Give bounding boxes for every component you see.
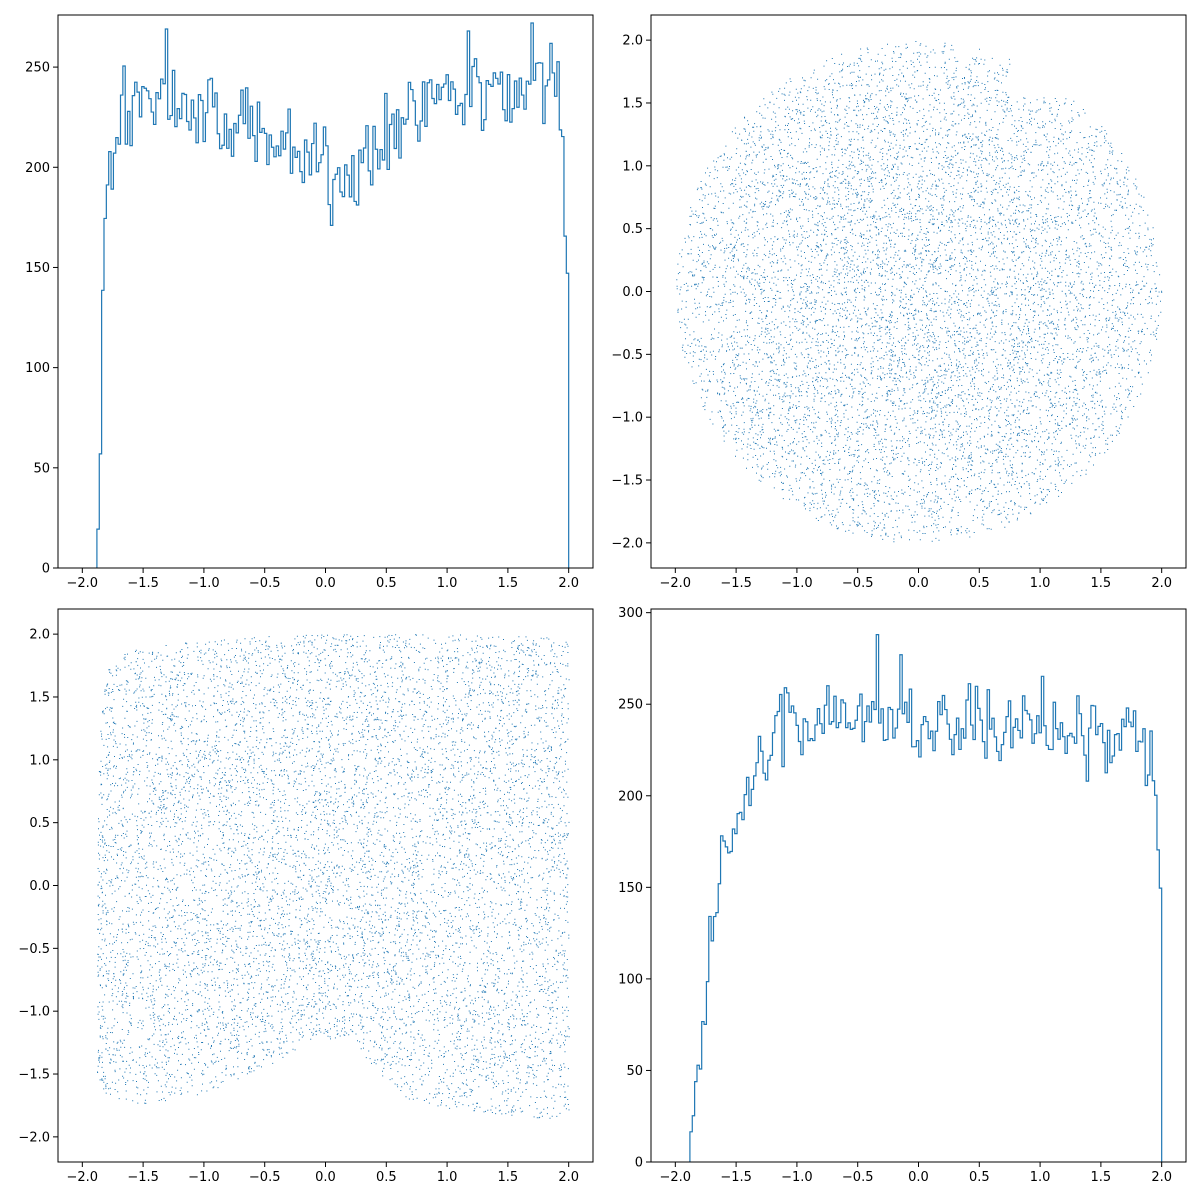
- x-tick-label: 0.5: [969, 1170, 990, 1185]
- x-tick-label: 1.0: [437, 576, 458, 591]
- scatter-points: [676, 41, 1163, 543]
- x-tick-label: 2.0: [558, 1170, 579, 1185]
- x-tick-label: 1.5: [1091, 1170, 1112, 1185]
- y-tick-label: 0.0: [29, 879, 50, 894]
- x-tick-label: 0.5: [376, 1170, 397, 1185]
- y-tick-label: 200: [25, 161, 50, 176]
- y-tick-label: 250: [25, 61, 50, 76]
- x-tick-label: 1.5: [1091, 576, 1112, 591]
- x-tick-label: 0.0: [315, 576, 336, 591]
- y-tick-label: 1.5: [29, 690, 50, 705]
- y-tick-label: 0.5: [29, 816, 50, 831]
- x-tick-label: −1.5: [720, 1170, 752, 1185]
- x-tick-label: −1.0: [188, 1170, 220, 1185]
- x-tick-label: −0.5: [249, 1170, 281, 1185]
- y-tick-label: 0.5: [622, 222, 643, 237]
- chart-bottom-right: −2.0 −1.5 −1.0 −0.5 0.0 0.5 1.0 1.5 2.0 0 50 100 150…: [618, 606, 1187, 1185]
- y-tick-label: 2.0: [622, 34, 643, 49]
- y-tick-label: 100: [618, 972, 643, 987]
- x-tick-label: −1.0: [781, 576, 813, 591]
- x-tick-label: −0.5: [842, 576, 874, 591]
- x-tick-label: −1.5: [127, 576, 159, 591]
- y-tick-label: 150: [618, 881, 643, 896]
- y-tick-label: 0: [635, 1156, 643, 1171]
- y-tick-label: 0.0: [622, 285, 643, 300]
- histogram-step-line: [96, 22, 570, 568]
- y-tick-label: 0: [42, 562, 50, 577]
- y-tick-label: −2.0: [18, 1130, 50, 1145]
- y-tick-label: 1.5: [622, 96, 643, 111]
- x-tick-label: 2.0: [1151, 576, 1172, 591]
- x-tick-label: 0.0: [908, 1170, 929, 1185]
- chart-top-right: −2.0 −1.5 −1.0 −0.5 0.0 0.5 1.0 1.5 2.0 −2.0 −1.5 −…: [611, 14, 1187, 591]
- y-tick-label: −1.0: [18, 1005, 50, 1020]
- x-tick-label: −1.0: [188, 576, 220, 591]
- x-tick-label: 2.0: [558, 576, 579, 591]
- x-tick-label: 2.0: [1151, 1170, 1172, 1185]
- x-tick-label: −1.5: [127, 1170, 159, 1185]
- y-tick-label: 100: [25, 361, 50, 376]
- chart-bottom-left: −2.0 −1.5 −1.0 −0.5 0.0 0.5 1.0 1.5 2.0 −2.0 −1.5 −…: [18, 608, 594, 1185]
- x-tick-label: 0.0: [908, 576, 929, 591]
- y-tick-label: −1.0: [611, 411, 643, 426]
- x-tick-label: 1.0: [437, 1170, 458, 1185]
- y-tick-label: 150: [25, 261, 50, 276]
- y-tick-label: 2.0: [29, 628, 50, 643]
- x-tick-label: 1.0: [1030, 576, 1051, 591]
- plot-area: [96, 22, 570, 568]
- x-tick-label: −2.0: [67, 576, 99, 591]
- x-tick-label: 0.0: [315, 1170, 336, 1185]
- x-tick-label: −2.0: [660, 576, 692, 591]
- x-tick-label: −0.5: [249, 576, 281, 591]
- plot-area: [676, 41, 1163, 543]
- plot-area: [689, 634, 1163, 1162]
- y-tick-label: 50: [626, 1064, 643, 1079]
- x-tick-label: 0.5: [969, 576, 990, 591]
- y-tick-label: 1.0: [622, 159, 643, 174]
- scatter-points: [97, 634, 570, 1119]
- y-tick-label: −1.5: [611, 474, 643, 489]
- x-tick-label: −2.0: [67, 1170, 99, 1185]
- y-tick-label: 200: [618, 789, 643, 804]
- x-tick-label: −1.5: [720, 576, 752, 591]
- x-tick-label: 1.0: [1030, 1170, 1051, 1185]
- axes-frame: [650, 608, 1187, 1163]
- plot-area: [97, 634, 570, 1119]
- chart-top-left: −2.0 −1.5 −1.0 −0.5 0.0 0.5 1.0 1.5 2.0 0 50 100 150…: [25, 14, 594, 591]
- y-tick-label: −2.0: [611, 536, 643, 551]
- y-tick-label: 300: [618, 606, 643, 621]
- x-tick-label: 1.5: [498, 576, 519, 591]
- histogram-step-line: [689, 634, 1163, 1162]
- y-tick-label: −0.5: [611, 348, 643, 363]
- x-tick-label: 0.5: [376, 576, 397, 591]
- x-tick-label: 1.5: [498, 1170, 519, 1185]
- y-tick-label: 250: [618, 698, 643, 713]
- y-tick-label: −1.5: [18, 1068, 50, 1083]
- axes-frame: [57, 14, 594, 569]
- y-tick-label: −0.5: [18, 942, 50, 957]
- y-tick-label: 1.0: [29, 753, 50, 768]
- y-tick-label: 50: [33, 461, 50, 476]
- x-tick-label: −1.0: [781, 1170, 813, 1185]
- x-tick-label: −0.5: [842, 1170, 874, 1185]
- x-tick-label: −2.0: [660, 1170, 692, 1185]
